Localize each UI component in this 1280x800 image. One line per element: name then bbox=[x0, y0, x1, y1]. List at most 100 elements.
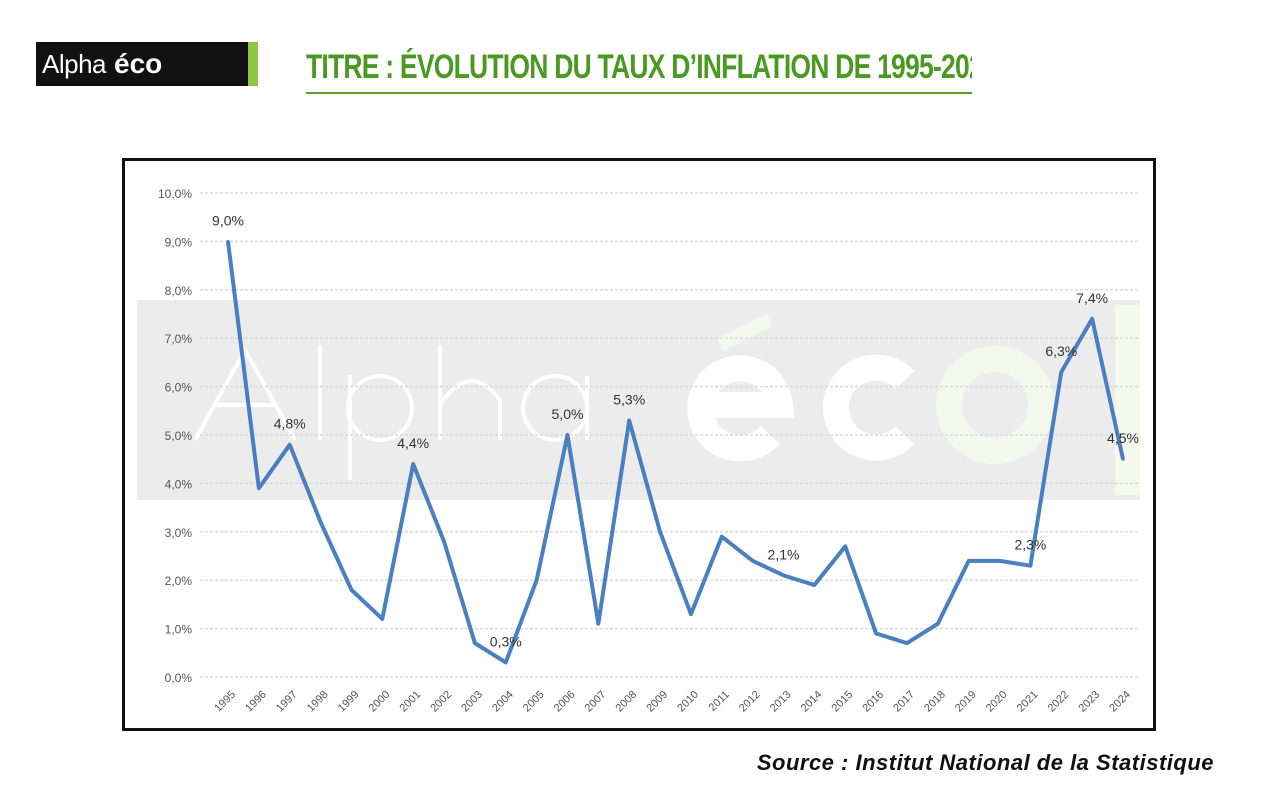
data-point bbox=[1059, 370, 1063, 374]
inflation-series-line bbox=[226, 241, 1125, 665]
data-label: 4,4% bbox=[397, 435, 429, 451]
watermark-letter-a bbox=[193, 345, 297, 441]
y-tick-label: 3,0% bbox=[165, 526, 193, 540]
data-point bbox=[658, 530, 662, 534]
x-tick-label: 2017 bbox=[891, 689, 917, 715]
logo-text-left: Alpha bbox=[42, 48, 107, 79]
watermark-tag bbox=[1115, 305, 1140, 495]
source-note: Source : Institut National de la Statist… bbox=[756, 750, 1214, 775]
data-point bbox=[782, 573, 786, 577]
data-point bbox=[473, 641, 477, 645]
y-tick-label: 8,0% bbox=[165, 284, 193, 298]
data-point bbox=[905, 641, 909, 645]
data-point bbox=[380, 617, 384, 621]
y-tick-label: 2,0% bbox=[165, 574, 193, 588]
data-label: 4,5% bbox=[1107, 430, 1139, 446]
watermark-letter-p-bowl bbox=[346, 374, 414, 442]
x-tick-label: 2010 bbox=[675, 689, 701, 715]
y-tick-label: 10,0% bbox=[158, 187, 192, 201]
watermark-letter-o bbox=[936, 346, 1054, 464]
x-tick-label: 2024 bbox=[1107, 689, 1133, 715]
data-point bbox=[257, 486, 261, 490]
x-tick-label: 2021 bbox=[1015, 689, 1041, 715]
data-point bbox=[535, 578, 539, 582]
data-point bbox=[936, 622, 940, 626]
x-tick-label: 2001 bbox=[397, 689, 423, 715]
data-label: 5,0% bbox=[552, 406, 584, 422]
watermark-band bbox=[137, 300, 1140, 500]
y-tick-label: 6,0% bbox=[165, 381, 193, 395]
x-tick-label: 2005 bbox=[521, 689, 547, 715]
x-tick-label: 2022 bbox=[1046, 689, 1072, 715]
data-point bbox=[1028, 564, 1032, 568]
data-point bbox=[751, 559, 755, 563]
data-label: 4,8% bbox=[274, 416, 306, 432]
data-label: 6,3% bbox=[1045, 343, 1077, 359]
watermark-accent bbox=[716, 313, 774, 352]
page-title: TITRE : ÉVOLUTION DU TAUX D’INFLATION DE… bbox=[306, 42, 972, 94]
page-title-text: TITRE : ÉVOLUTION DU TAUX D’INFLATION DE… bbox=[306, 48, 972, 86]
x-tick-label: 2000 bbox=[367, 689, 393, 715]
x-tick-label: 2004 bbox=[490, 689, 516, 715]
data-point bbox=[720, 535, 724, 539]
x-tick-label: 1995 bbox=[212, 689, 238, 715]
x-tick-label: 2019 bbox=[953, 689, 979, 715]
logo-tag bbox=[248, 42, 258, 86]
data-point bbox=[843, 544, 847, 548]
x-tick-label: 2023 bbox=[1076, 689, 1102, 715]
y-tick-label: 9,0% bbox=[165, 235, 193, 249]
x-tick-label: 2012 bbox=[737, 689, 763, 715]
data-point bbox=[596, 622, 600, 626]
x-tick-label: 2006 bbox=[552, 689, 578, 715]
y-tick-label: 1,0% bbox=[165, 623, 193, 637]
data-point bbox=[319, 520, 323, 524]
data-point bbox=[812, 583, 816, 587]
data-point bbox=[442, 539, 446, 543]
watermark-letter-c bbox=[823, 354, 915, 461]
data-label: 2,1% bbox=[768, 546, 800, 562]
x-tick-label: 2007 bbox=[583, 689, 609, 715]
x-tick-label: 2011 bbox=[707, 689, 732, 714]
watermark-letter-h-arch bbox=[438, 379, 502, 440]
logo-text-right: éco bbox=[114, 48, 163, 79]
x-tick-label: 2002 bbox=[428, 689, 454, 715]
data-point bbox=[565, 433, 569, 437]
data-label: 7,4% bbox=[1076, 290, 1108, 306]
data-point bbox=[288, 443, 292, 447]
x-tick-label: 2016 bbox=[860, 689, 886, 715]
x-tick-label: 2003 bbox=[459, 689, 485, 715]
data-point bbox=[1121, 457, 1125, 461]
x-tick-label: 2018 bbox=[922, 689, 948, 715]
x-tick-label: 1997 bbox=[274, 689, 300, 715]
x-tick-label: 2020 bbox=[984, 689, 1010, 715]
y-tick-label: 0,0% bbox=[165, 671, 193, 685]
x-tick-label: 2014 bbox=[799, 689, 825, 715]
data-point bbox=[226, 239, 230, 243]
x-tick-label: 2009 bbox=[644, 689, 670, 715]
x-tick-label: 2013 bbox=[768, 689, 794, 715]
x-tick-label: 1999 bbox=[336, 689, 362, 715]
data-point bbox=[1090, 317, 1094, 321]
x-tick-label: 2008 bbox=[614, 689, 640, 715]
y-tick-label: 7,0% bbox=[165, 332, 193, 346]
data-point bbox=[411, 462, 415, 466]
data-point bbox=[967, 559, 971, 563]
x-tick-label: 1998 bbox=[305, 689, 331, 715]
x-tick-label: 1996 bbox=[243, 689, 269, 715]
data-point bbox=[349, 588, 353, 592]
chart-frame bbox=[122, 158, 1156, 731]
data-label: 9,0% bbox=[212, 212, 244, 228]
y-tick-label: 5,0% bbox=[165, 429, 193, 443]
data-point bbox=[689, 612, 693, 616]
y-tick-label: 4,0% bbox=[165, 477, 193, 491]
x-tick-label: 2015 bbox=[830, 689, 856, 715]
data-point bbox=[998, 559, 1002, 563]
watermark-letter-e bbox=[687, 355, 795, 462]
data-label: 0,3% bbox=[490, 633, 522, 649]
data-point bbox=[504, 660, 508, 664]
data-point bbox=[874, 631, 878, 635]
data-label: 2,3% bbox=[1014, 537, 1046, 553]
data-label: 5,3% bbox=[613, 391, 645, 407]
data-point bbox=[627, 418, 631, 422]
